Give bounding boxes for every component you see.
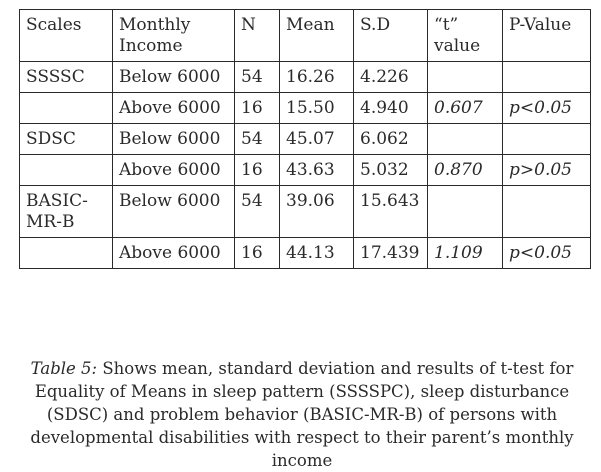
cell-p-value: p<0.05: [502, 92, 591, 124]
cell-sd: 17.439: [353, 237, 428, 269]
cell-mean: 39.06: [279, 185, 354, 238]
cell-t-value: 0.870: [427, 154, 503, 186]
cell-t-value: 0.607: [427, 92, 503, 124]
cell-mean: 15.50: [279, 92, 354, 124]
cell-sd: 4.226: [353, 61, 428, 93]
cell-scale: SDSC: [19, 123, 113, 155]
cell-t-value: [427, 185, 503, 238]
table-row: BASIC-MR-B Below 6000 54 39.06 15.643: [19, 185, 591, 238]
cell-income: Above 6000: [112, 92, 235, 124]
header-row: Scales Monthly Income N Mean S.D “t” val…: [19, 9, 591, 62]
cell-t-value: [427, 61, 503, 93]
cell-n: 16: [234, 92, 280, 124]
cell-sd: 15.643: [353, 185, 428, 238]
cell-mean: 16.26: [279, 61, 354, 93]
cell-n: 16: [234, 237, 280, 269]
cell-p-value: [502, 123, 591, 155]
header-scales: Scales: [19, 9, 113, 62]
cell-p-value: p>0.05: [502, 154, 591, 186]
cell-sd: 6.062: [353, 123, 428, 155]
cell-income: Below 6000: [112, 61, 235, 93]
cell-income: Below 6000: [112, 185, 235, 238]
cell-mean: 45.07: [279, 123, 354, 155]
table-row: Above 6000 16 15.50 4.940 0.607 p<0.05: [19, 92, 591, 124]
caption-label: Table 5:: [30, 358, 98, 378]
cell-n: 54: [234, 61, 280, 93]
header-mean: Mean: [279, 9, 354, 62]
caption-text: Shows mean, standard deviation and resul…: [30, 358, 574, 470]
cell-scale: SSSSC: [19, 61, 113, 93]
header-t-value: “t” value: [427, 9, 503, 62]
cell-income: Above 6000: [112, 154, 235, 186]
cell-n: 54: [234, 185, 280, 238]
table-row: Above 6000 16 43.63 5.032 0.870 p>0.05: [19, 154, 591, 186]
table-caption: Table 5: Shows mean, standard deviation …: [15, 357, 589, 472]
cell-scale: [19, 237, 113, 269]
table-row: SSSSC Below 6000 54 16.26 4.226: [19, 61, 591, 93]
header-n: N: [234, 9, 280, 62]
cell-t-value: [427, 123, 503, 155]
cell-scale: BASIC-MR-B: [19, 185, 113, 238]
cell-n: 16: [234, 154, 280, 186]
cell-income: Below 6000: [112, 123, 235, 155]
cell-t-value: 1.109: [427, 237, 503, 269]
cell-income: Above 6000: [112, 237, 235, 269]
table-row: SDSC Below 6000 54 45.07 6.062: [19, 123, 591, 155]
cell-p-value: [502, 61, 591, 93]
cell-mean: 43.63: [279, 154, 354, 186]
cell-n: 54: [234, 123, 280, 155]
cell-sd: 4.940: [353, 92, 428, 124]
header-sd: S.D: [353, 9, 428, 62]
cell-mean: 44.13: [279, 237, 354, 269]
cell-p-value: [502, 185, 591, 238]
cell-sd: 5.032: [353, 154, 428, 186]
header-p-value: P-Value: [502, 9, 591, 62]
cell-scale: [19, 92, 113, 124]
cell-scale: [19, 154, 113, 186]
header-monthly-income: Monthly Income: [112, 9, 235, 62]
cell-p-value: p<0.05: [502, 237, 591, 269]
table-row: Above 6000 16 44.13 17.439 1.109 p<0.05: [19, 237, 591, 269]
results-table: Scales Monthly Income N Mean S.D “t” val…: [19, 9, 591, 269]
